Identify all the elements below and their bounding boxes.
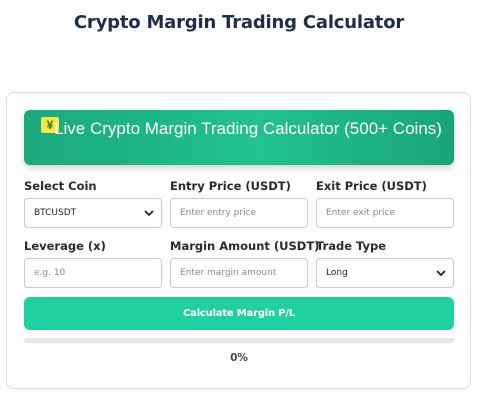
select-coin-value: BTCUSDT: [34, 208, 77, 218]
entry-price-label: Entry Price (USDT): [170, 179, 291, 193]
exit-price-label: Exit Price (USDT): [316, 179, 427, 193]
yen-banknote-icon: ¥: [41, 117, 59, 133]
leverage-field[interactable]: [24, 258, 162, 288]
trade-type-label: Trade Type: [316, 239, 387, 253]
trade-type-value: Long: [326, 268, 348, 278]
progress-percentage: 0%: [230, 352, 248, 364]
margin-amount-field[interactable]: [170, 258, 308, 288]
calculator-banner: ¥ Live Crypto Margin Trading Calculator …: [24, 110, 454, 165]
chevron-down-icon: [436, 270, 446, 277]
page-title: Crypto Margin Trading Calculator: [73, 12, 405, 33]
banner-title: Live Crypto Margin Trading Calculator (5…: [54, 119, 442, 138]
select-coin-dropdown[interactable]: BTCUSDT: [24, 198, 162, 228]
calculator-card: ¥ Live Crypto Margin Trading Calculator …: [6, 92, 471, 389]
calculate-button[interactable]: Calculate Margin P/L: [24, 297, 454, 330]
margin-amount-label: Margin Amount (USDT): [170, 239, 320, 253]
entry-price-input[interactable]: [180, 200, 298, 226]
entry-price-field[interactable]: [170, 198, 308, 228]
leverage-input[interactable]: [34, 260, 152, 286]
trade-type-dropdown[interactable]: Long: [316, 258, 454, 288]
margin-amount-input[interactable]: [180, 260, 298, 286]
progress-bar: [24, 338, 454, 343]
select-coin-label: Select Coin: [24, 179, 97, 193]
chevron-down-icon: [144, 210, 154, 217]
exit-price-field[interactable]: [316, 198, 454, 228]
exit-price-input[interactable]: [326, 200, 444, 226]
leverage-label: Leverage (x): [24, 239, 106, 253]
